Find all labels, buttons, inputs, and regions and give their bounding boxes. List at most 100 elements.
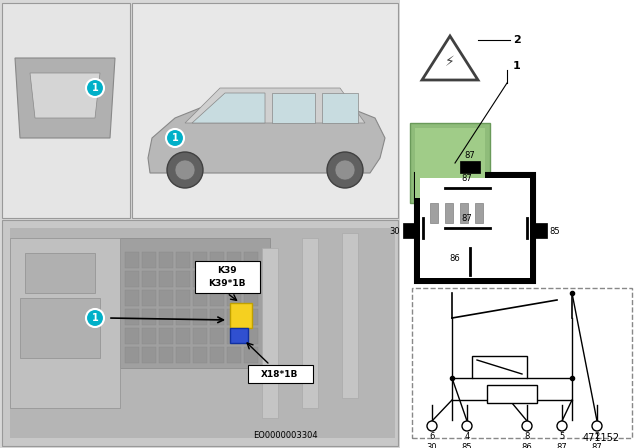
Bar — [125, 347, 139, 363]
Text: 471152: 471152 — [583, 433, 620, 443]
Bar — [430, 203, 438, 223]
Bar — [415, 128, 485, 198]
Text: 4: 4 — [465, 432, 470, 441]
Text: ⚡: ⚡ — [445, 55, 455, 69]
Bar — [403, 223, 415, 238]
Bar — [487, 385, 537, 403]
Bar — [142, 347, 156, 363]
Bar — [176, 290, 190, 306]
Bar — [176, 252, 190, 268]
Polygon shape — [192, 93, 265, 123]
Bar — [230, 328, 248, 343]
Bar — [227, 290, 241, 306]
Text: 1: 1 — [513, 61, 521, 71]
Bar — [142, 309, 156, 325]
Bar — [262, 248, 278, 418]
Circle shape — [166, 129, 184, 147]
Bar — [302, 238, 318, 408]
Text: 1: 1 — [92, 83, 99, 93]
Bar — [475, 203, 483, 223]
Text: 8: 8 — [524, 432, 530, 441]
Bar — [25, 253, 95, 293]
Bar — [210, 347, 224, 363]
Bar — [230, 303, 252, 328]
Bar — [159, 271, 173, 287]
Polygon shape — [185, 88, 365, 123]
Circle shape — [175, 160, 195, 180]
Bar — [420, 178, 530, 278]
Bar — [210, 252, 224, 268]
Polygon shape — [272, 93, 315, 123]
Bar — [176, 347, 190, 363]
Bar — [142, 328, 156, 344]
Bar — [412, 288, 632, 438]
Bar — [244, 328, 258, 344]
Bar — [210, 271, 224, 287]
Polygon shape — [15, 58, 115, 138]
Bar — [195, 261, 260, 293]
Bar — [120, 238, 270, 368]
Text: 87: 87 — [465, 151, 476, 159]
Bar — [227, 309, 241, 325]
Bar — [460, 203, 468, 223]
Bar — [227, 328, 241, 344]
Bar — [159, 309, 173, 325]
Circle shape — [327, 152, 363, 188]
Bar — [2, 220, 398, 446]
Bar — [227, 252, 241, 268]
Bar — [125, 290, 139, 306]
Text: 6: 6 — [429, 432, 435, 441]
Text: 87: 87 — [591, 443, 602, 448]
Text: 87: 87 — [461, 214, 472, 223]
Text: 1: 1 — [92, 313, 99, 323]
Bar — [472, 356, 527, 378]
Bar — [176, 271, 190, 287]
Circle shape — [335, 160, 355, 180]
Bar — [10, 238, 120, 408]
Text: 1: 1 — [172, 133, 179, 143]
Bar — [20, 298, 100, 358]
Text: 30: 30 — [389, 227, 400, 236]
Bar — [415, 173, 535, 283]
Bar — [210, 328, 224, 344]
Bar — [248, 365, 313, 383]
Polygon shape — [148, 108, 385, 173]
Polygon shape — [30, 73, 100, 118]
Text: 87: 87 — [461, 174, 472, 183]
Bar — [227, 347, 241, 363]
Text: 86: 86 — [449, 254, 460, 263]
Bar — [227, 271, 241, 287]
Circle shape — [86, 309, 104, 327]
Bar — [535, 223, 547, 238]
Text: 2: 2 — [595, 432, 600, 441]
Bar — [132, 3, 398, 218]
Bar — [210, 290, 224, 306]
Bar — [460, 161, 480, 173]
Bar — [125, 328, 139, 344]
Bar — [159, 252, 173, 268]
Text: K39
K39*1B: K39 K39*1B — [208, 266, 246, 288]
Bar — [244, 290, 258, 306]
Bar — [142, 290, 156, 306]
Text: EO0000003304: EO0000003304 — [253, 431, 317, 440]
Bar — [445, 203, 453, 223]
Bar — [142, 252, 156, 268]
Polygon shape — [322, 93, 358, 123]
Bar — [193, 290, 207, 306]
Bar — [410, 123, 490, 203]
Circle shape — [522, 421, 532, 431]
Bar — [244, 309, 258, 325]
Bar — [176, 328, 190, 344]
Circle shape — [557, 421, 567, 431]
Bar — [0, 0, 400, 448]
Bar — [244, 271, 258, 287]
Circle shape — [86, 79, 104, 97]
Text: X18*1B: X18*1B — [261, 370, 299, 379]
Bar — [125, 309, 139, 325]
Bar — [244, 252, 258, 268]
Circle shape — [592, 421, 602, 431]
Text: 2: 2 — [513, 35, 521, 45]
Text: 5: 5 — [559, 432, 564, 441]
Bar — [2, 3, 130, 218]
Bar — [159, 290, 173, 306]
